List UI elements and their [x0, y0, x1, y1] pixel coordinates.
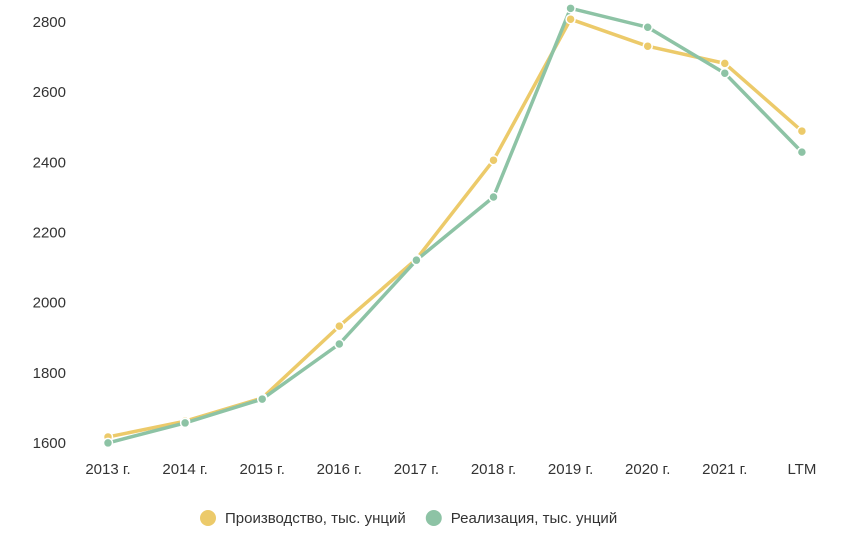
- legend-marker: [425, 510, 442, 526]
- series-line: [107, 6, 804, 445]
- y-tick-label: 2000: [33, 295, 66, 312]
- x-tick-label: 2016 г.: [317, 461, 362, 478]
- y-tick-label: 2200: [33, 224, 66, 241]
- y-tick-label: 2600: [33, 84, 66, 101]
- data-point: [565, 3, 576, 14]
- x-tick-label: 2018 г.: [471, 461, 516, 478]
- data-point: [411, 254, 422, 266]
- data-point: [642, 22, 653, 33]
- data-point: [334, 338, 345, 350]
- legend-marker: [200, 510, 216, 526]
- data-point: [102, 437, 114, 449]
- y-tick-label: 2800: [33, 14, 66, 31]
- y-tick-label: 1600: [33, 435, 66, 452]
- x-tick-label: LTM: [787, 461, 816, 478]
- data-point: [256, 393, 268, 405]
- data-point: [488, 191, 499, 203]
- data-point: [719, 67, 731, 79]
- data-point: [565, 13, 576, 25]
- data-point: [796, 125, 808, 137]
- x-tick-label: 2020 г.: [625, 461, 670, 478]
- x-tick-label: 2021 г.: [702, 461, 747, 478]
- y-tick-label: 2400: [33, 154, 66, 171]
- y-tick-label: 1800: [33, 365, 66, 382]
- data-point: [334, 320, 345, 332]
- legend-label: Реализация, тыс. унций: [451, 510, 617, 527]
- data-point: [719, 58, 731, 69]
- x-tick-label: 2017 г.: [394, 461, 439, 478]
- x-tick-label: 2014 г.: [162, 461, 207, 478]
- x-tick-label: 2015 г.: [240, 461, 285, 478]
- data-point: [642, 40, 653, 52]
- data-point: [179, 417, 191, 429]
- data-point: [488, 154, 499, 166]
- data-point: [796, 146, 808, 158]
- x-tick-label: 2019 г.: [548, 461, 593, 478]
- x-tick-label: 2013 г.: [85, 461, 130, 478]
- legend-label: Производство, тыс. унций: [225, 510, 406, 527]
